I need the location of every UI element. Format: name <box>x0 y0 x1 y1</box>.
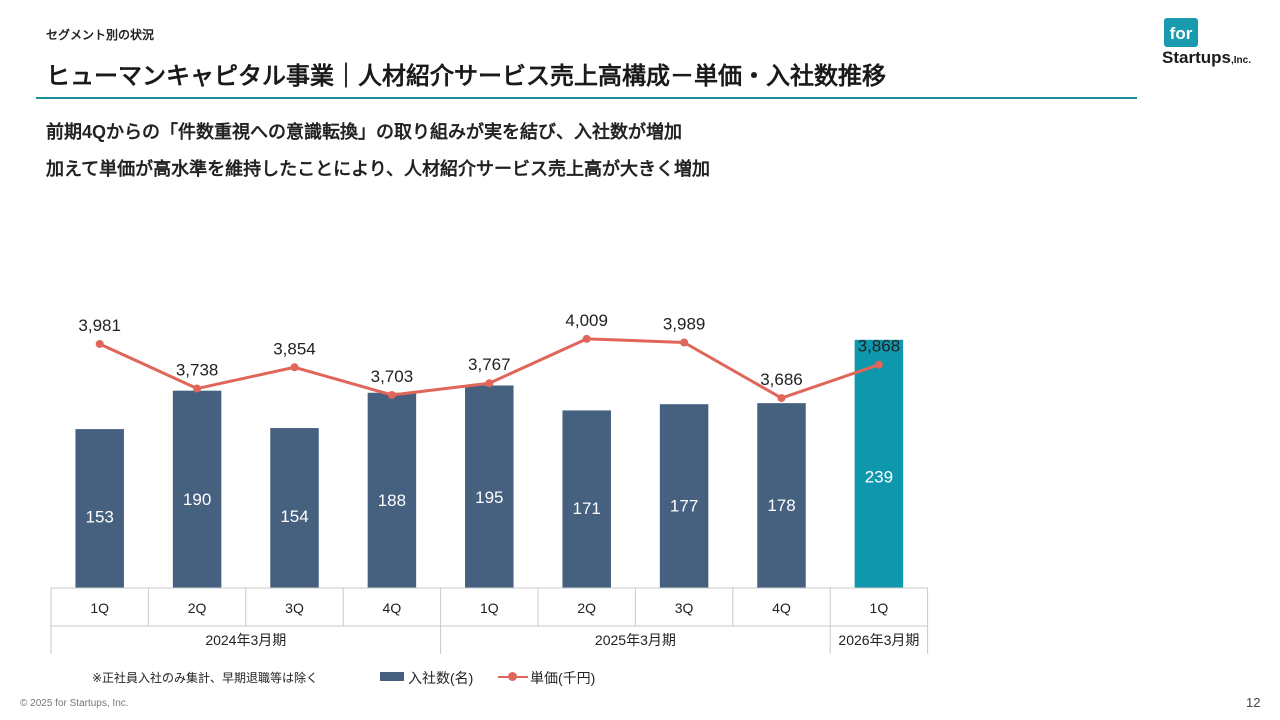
lead-line-1: 前期4Qからの「件数重視への意識転換」の取り組みが実を結び、入社数が増加 <box>46 122 683 142</box>
line-point <box>290 363 299 372</box>
bar-value-label: 178 <box>767 496 795 515</box>
title-divider <box>36 97 1137 99</box>
bar-value-label: 171 <box>573 499 601 518</box>
bar <box>172 390 222 588</box>
x-tick-label: 3Q <box>285 600 304 616</box>
footnote: ※正社員入社のみ集計、早期退職等は除く <box>92 671 319 685</box>
bar <box>75 429 124 588</box>
line-value-label: 3,767 <box>468 355 511 374</box>
company-logo: for Startups,Inc. <box>1162 18 1272 70</box>
line-value-label: 4,009 <box>565 311 608 330</box>
bar-value-label: 195 <box>475 488 503 507</box>
group-label: 2025年3月期 <box>595 632 676 648</box>
logo-word: Startups <box>1162 48 1231 67</box>
bar <box>562 410 611 588</box>
group-label: 2026年3月期 <box>838 632 919 648</box>
legend-bar-swatch <box>380 672 404 681</box>
bar <box>854 339 904 588</box>
legend-line-marker <box>508 672 517 681</box>
line-value-label: 3,989 <box>663 314 706 333</box>
line-value-label: 3,981 <box>78 316 121 335</box>
x-tick-label: 3Q <box>675 600 694 616</box>
line-value-label: 3,854 <box>273 339 316 358</box>
page-number: 12 <box>1246 695 1261 710</box>
x-tick-label: 4Q <box>383 600 402 616</box>
bar-value-label: 177 <box>670 496 698 515</box>
line-value-label: 3,868 <box>858 337 901 356</box>
bar-value-label: 239 <box>865 467 893 486</box>
line-value-label: 3,738 <box>176 361 219 380</box>
bar <box>757 403 806 588</box>
line-point <box>582 334 591 343</box>
bar-value-label: 190 <box>183 490 211 509</box>
x-tick-label: 1Q <box>480 600 499 616</box>
line-value-label: 3,686 <box>760 370 803 389</box>
bar-value-label: 153 <box>86 507 114 526</box>
bar <box>270 428 319 588</box>
line-point <box>777 394 786 403</box>
line-point <box>485 379 494 388</box>
line-value-label: 3,703 <box>371 367 414 386</box>
copyright: © 2025 for Startups, Inc. <box>20 698 129 709</box>
logo-badge: for <box>1164 18 1198 47</box>
line-point <box>874 360 883 369</box>
logo-wordmark: Startups,Inc. <box>1162 48 1251 68</box>
bar-value-label: 188 <box>378 491 406 510</box>
group-label: 2024年3月期 <box>205 632 286 648</box>
lead-line-2: 加えて単価が高水準を維持したことにより、人材紹介サービス売上高が大きく増加 <box>46 159 711 179</box>
page-title: ヒューマンキャピタル事業｜人材紹介サービス売上高構成－単価・入社数推移 <box>46 63 886 90</box>
bar <box>465 385 514 588</box>
x-tick-label: 2Q <box>188 600 207 616</box>
line-point <box>387 390 396 399</box>
line-point <box>193 384 202 393</box>
bar-value-label: 154 <box>280 507 308 526</box>
bar <box>659 404 709 588</box>
section-label: セグメント別の状況 <box>46 28 155 42</box>
x-tick-label: 1Q <box>90 600 109 616</box>
line-point <box>95 339 104 348</box>
logo-suffix: ,Inc. <box>1230 55 1251 66</box>
legend-bar-label: 入社数(名) <box>408 670 474 686</box>
x-tick-label: 2Q <box>577 600 596 616</box>
x-tick-label: 1Q <box>870 600 889 616</box>
line-point <box>680 338 689 347</box>
x-tick-label: 4Q <box>772 600 791 616</box>
bar <box>367 392 417 588</box>
legend-line-label: 単価(千円) <box>530 670 596 686</box>
